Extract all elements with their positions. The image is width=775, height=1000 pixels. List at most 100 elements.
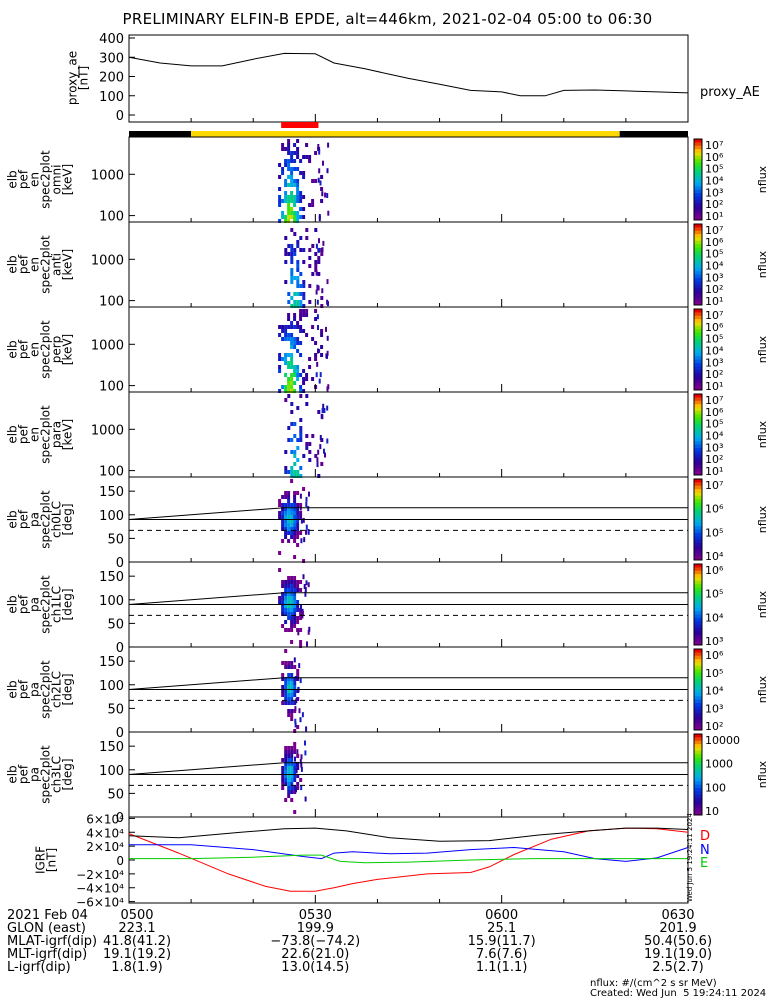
axis-label-line: elb [6,765,20,783]
heatmap-cell [281,673,285,677]
heatmap-cell [287,701,291,705]
heatmap-cell [308,458,312,462]
colorbar-step [694,386,702,391]
heatmap-cell [290,479,294,483]
heatmap-cell [290,159,294,163]
heatmap-cell [281,770,285,774]
axis-label-line: [deg] [61,504,75,536]
colorbar-step [694,230,702,235]
colorbar-step [694,747,702,752]
colorbar-step [694,291,702,296]
tick-label: 100 [99,509,124,524]
heatmap-cell [317,247,320,253]
heatmap-cell [284,584,288,588]
heatmap-cell [293,612,297,616]
axis-label-line: spec2plot [39,575,53,634]
colorbar [693,563,703,646]
heatmap-cell [296,280,300,284]
colorbar-step [694,549,702,554]
heatmap-cell [314,317,318,321]
colorbar-step [694,655,702,660]
heatmap-cell [284,357,288,361]
colorbar-step [694,614,702,619]
heatmap-cell [278,551,282,555]
heatmap-cell [326,350,329,356]
heatmap-cell [278,511,282,515]
heatmap-cell [315,289,318,295]
heatmap-cell [284,677,288,681]
heatmap-cell [290,361,294,365]
heatmap-cell [290,535,294,539]
colorbar-step [694,604,702,609]
heatmap-cell [284,685,288,689]
heatmap-cell [311,434,315,438]
heatmap-cell [299,284,303,288]
footer-value: 25.1 [487,921,517,936]
heatmap-cell [300,754,303,760]
colorbar-step [694,271,702,276]
colorbar-tick: 10⁴ [705,175,724,188]
footer-value: 0500 [120,908,154,923]
heatmap-cell [281,527,285,531]
heatmap-cell [299,430,303,434]
heatmap-cell [293,381,297,385]
heatmap-cell [296,304,300,308]
heatmap-cell [278,175,282,179]
colorbar-step [694,203,702,207]
tick-label: 50 [107,787,124,802]
heatmap-cell [304,796,307,802]
colorbar-tick: 10² [705,198,723,211]
tick-label: 200 [99,71,124,86]
tick-label: 0 [116,109,124,124]
heatmap-cell [290,665,294,669]
colorbar-tick: 10⁴ [705,550,724,563]
axis-label-line: [keV] [61,249,75,280]
heatmap-cell [284,527,288,531]
colorbar-step [694,437,702,442]
heatmap-cell [284,746,288,750]
colorbar-step [694,556,702,561]
heatmap-cell [284,329,288,333]
heatmap-cell [296,543,300,547]
colorbar-label: nflux [756,675,769,703]
colorbar-step [694,240,702,245]
footer-value: 15.9(11.7) [467,934,536,949]
axis-label-line: pa [28,512,42,527]
heatmap-cell [281,147,285,151]
heatmap-cell [293,657,296,663]
axis-label-line: perp [50,336,64,364]
heatmap-cell [287,491,291,495]
heatmap-cell [302,171,306,175]
heatmap-cell [299,640,303,644]
heatmap-cell [290,191,294,195]
axis-label-line: [deg] [61,759,75,791]
heatmap-cell [287,539,291,543]
heatmap-cell [319,444,322,450]
colorbar-step [694,526,702,531]
axis-label-line: spec2plot [39,660,53,719]
heatmap-cell [302,175,306,179]
heatmap-cell [293,195,297,199]
colorbar-tick: 10⁴ [705,430,724,443]
colorbar-step [694,754,702,759]
heatmap-cell [290,661,294,665]
colorbar-step [694,676,702,680]
heatmap-cell [317,144,320,149]
heatmap-cell [302,487,306,491]
heatmap-cell [299,628,303,632]
heatmap-cell [293,592,297,596]
colorbar-step [694,206,702,211]
heatmap-cell [284,491,288,495]
heatmap-cell [293,681,297,685]
footer-value: 1.8(1.9) [111,960,163,975]
heatmap-cell [326,335,329,341]
heatmap-cell [299,580,303,584]
heatmap-cell [296,588,300,592]
heatmap-cell [296,754,300,758]
heatmap-cell [287,774,291,778]
colorbar-step [694,179,702,184]
heatmap-cell [299,300,303,304]
axis-label-line: spec2plot [39,320,53,379]
colorbar-step [694,662,702,667]
heatmap-cell [290,616,294,620]
